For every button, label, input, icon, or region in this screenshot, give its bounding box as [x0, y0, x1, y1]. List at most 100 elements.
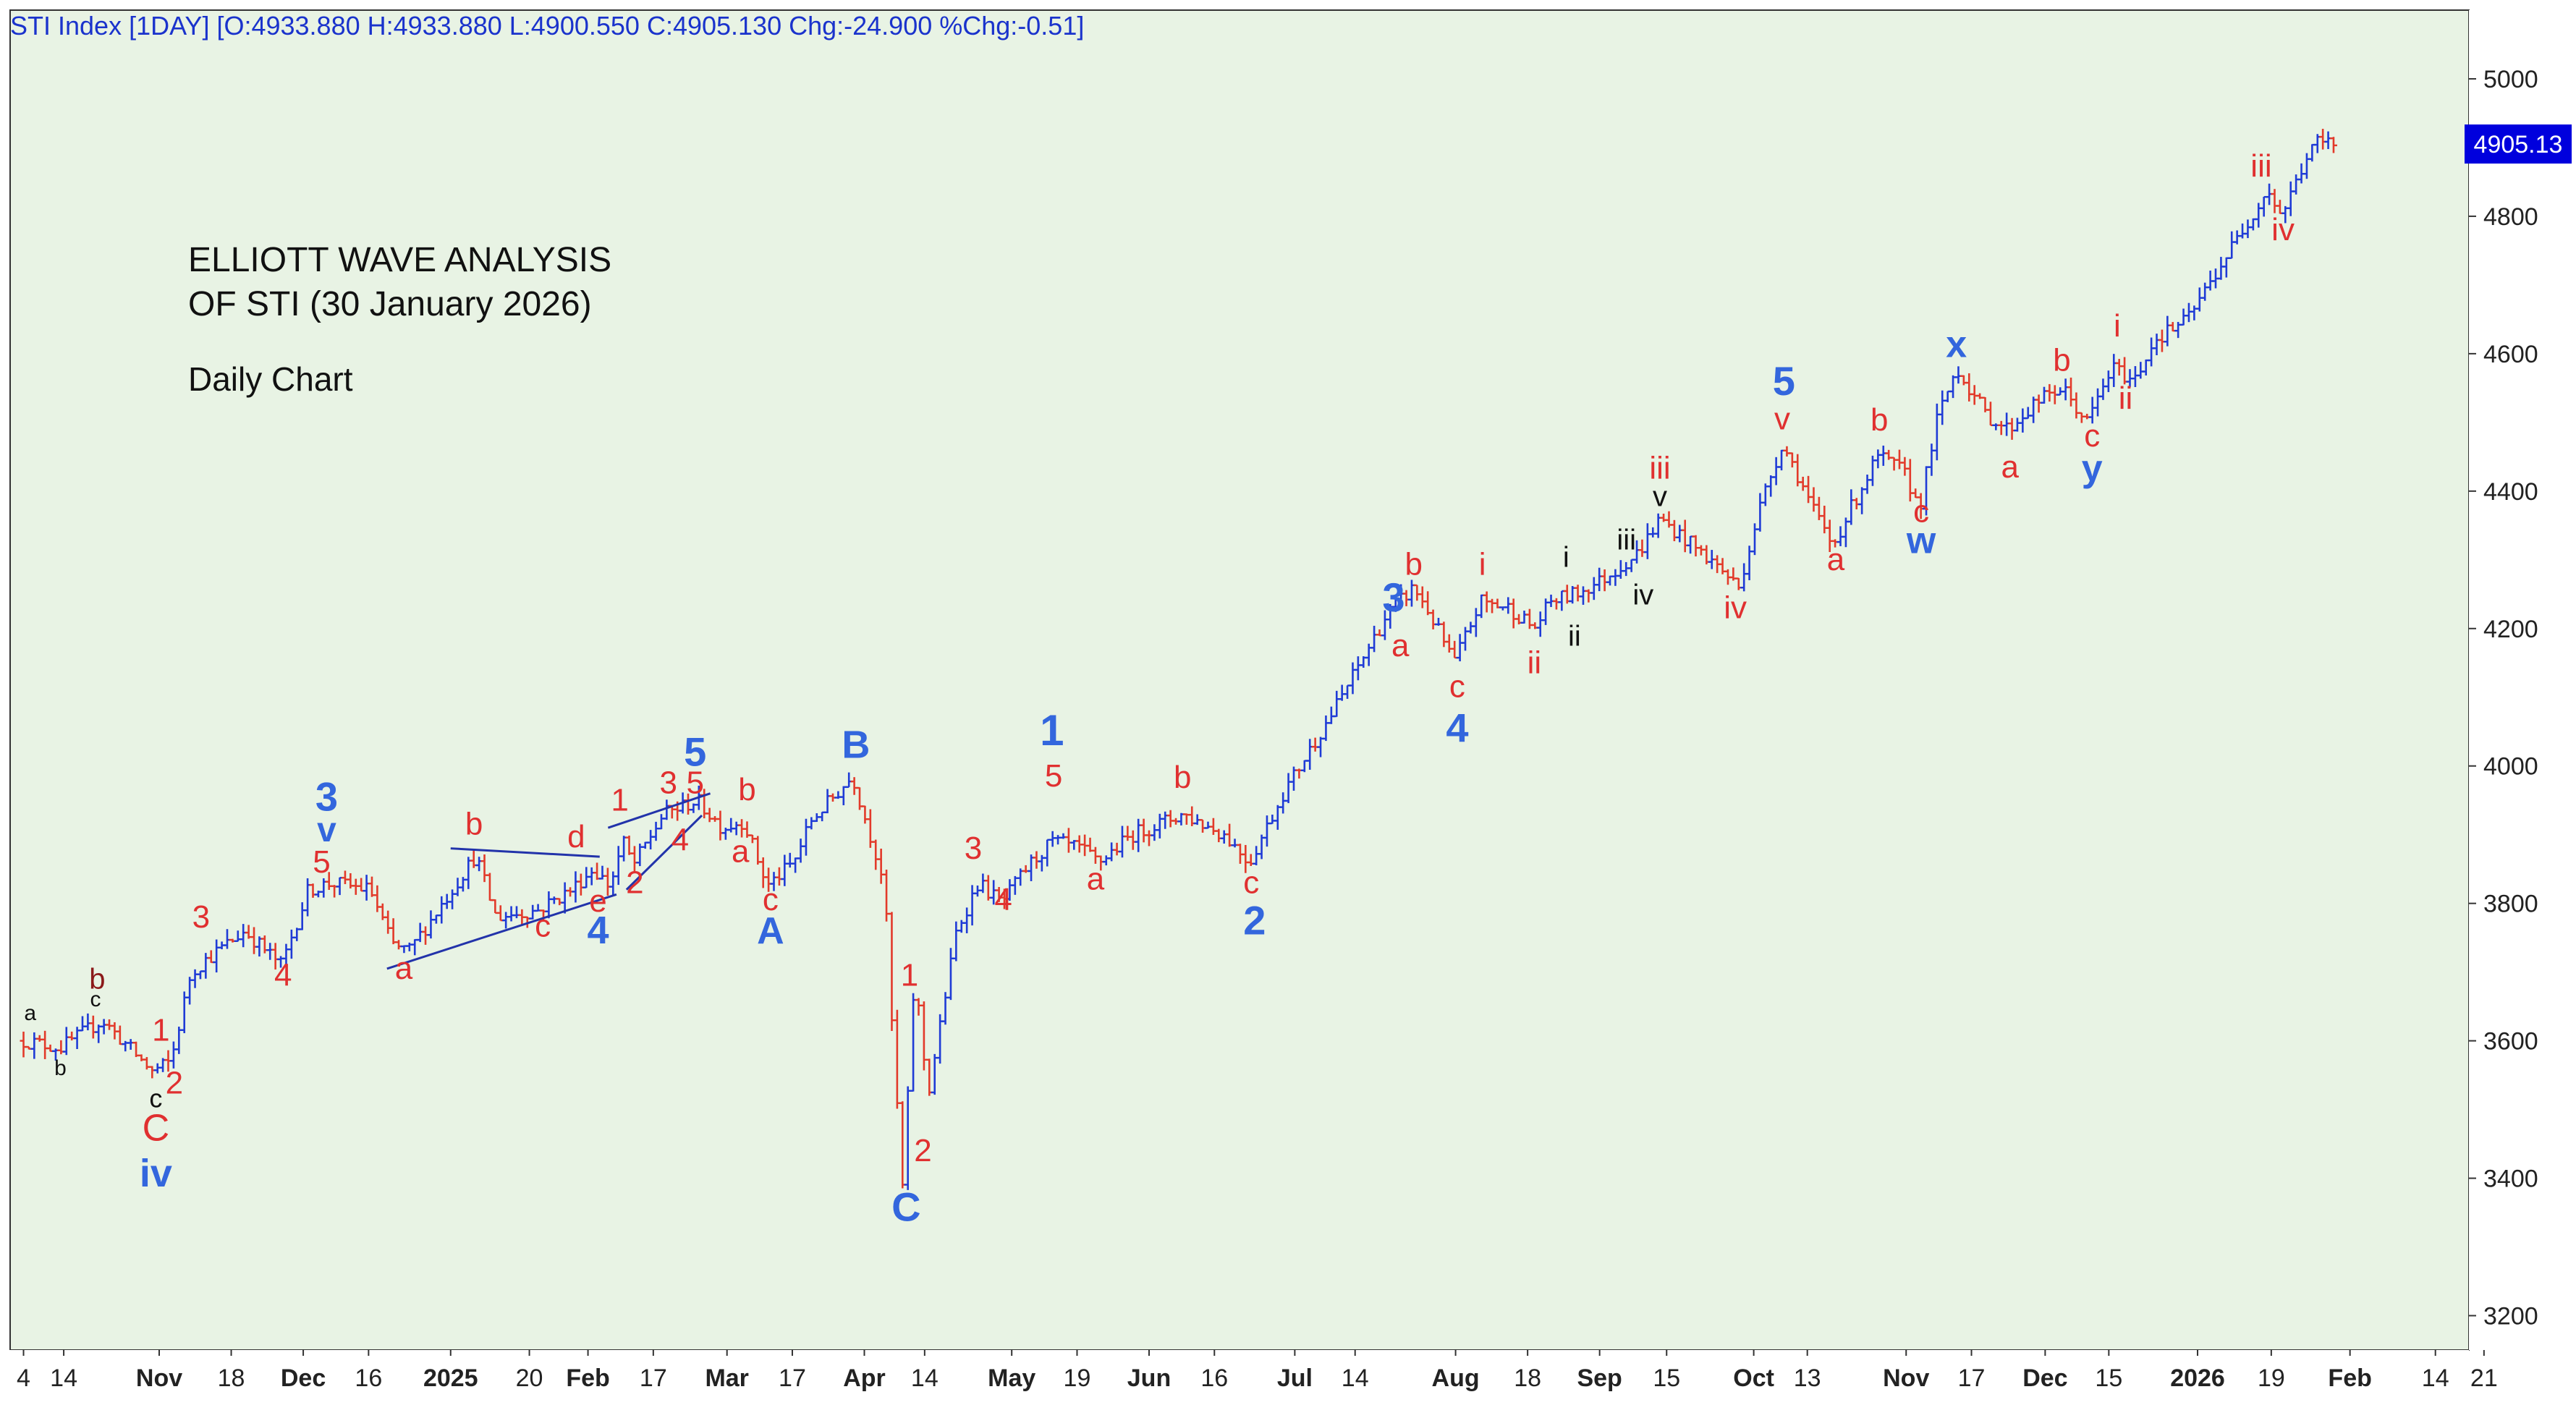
x-tick-label-34: 21 [2470, 1364, 2498, 1392]
trendline-3 [625, 815, 703, 891]
wave-label: 2 [914, 1133, 931, 1168]
x-tick-label-3: 18 [218, 1364, 245, 1392]
x-tick-label-16: Jun [1127, 1364, 1171, 1392]
time-axis-panel [0, 1350, 2469, 1405]
x-tick-label-7: 20 [516, 1364, 543, 1392]
x-tick-label-22: Sep [1577, 1364, 1622, 1392]
wave-label: iii [1617, 525, 1636, 556]
trendline-1 [386, 893, 617, 970]
wave-label: 1 [1040, 706, 1064, 755]
wave-label: v [1653, 481, 1667, 513]
wave-label: c [90, 988, 101, 1011]
x-tick-label-12: Apr [843, 1364, 886, 1392]
wave-label: c [535, 908, 551, 943]
wave-label: i [1479, 547, 1486, 582]
wave-label: ii [1568, 621, 1581, 653]
wave-label: b [2053, 343, 2070, 378]
wave-label: c [149, 1084, 162, 1113]
wave-label: iv [2271, 212, 2295, 247]
x-tick-label-13: 14 [911, 1364, 939, 1392]
wave-label: y [2082, 448, 2103, 490]
price-axis-ticks: 3200 3400 3600 3800 4000 4200 4400 4600 4800 5000 [2469, 66, 2538, 1330]
x-tick-label-31: 19 [2258, 1364, 2285, 1392]
wave-label: b [465, 807, 483, 842]
wave-label: i [1563, 541, 1569, 573]
x-tick-label-25: 13 [1794, 1364, 1821, 1392]
x-tick-label-11: 17 [779, 1364, 806, 1392]
plot-area[interactable] [9, 9, 2470, 1351]
wave-label: 1 [152, 1013, 169, 1048]
wave-label: 2 [626, 865, 643, 900]
wave-label: v [317, 811, 336, 849]
x-tick-label-6: 2025 [423, 1364, 478, 1392]
wave-label: 5 [684, 729, 706, 775]
wave-label: 5 [1045, 758, 1062, 794]
wave-label: c [1449, 669, 1465, 705]
x-tick-label-10: Mar [705, 1364, 748, 1392]
y-tick-label-9: 5000 [2483, 66, 2538, 93]
analysis-title-line-1: ELLIOTT WAVE ANALYSIS [188, 241, 611, 279]
time-axis-ticks: 4 14 Nov 18 Dec 16 2025 20 Feb 17 Mar 17 Apr 14 May 19 J… [17, 1350, 2498, 1392]
wave-label: c [1243, 865, 1259, 900]
wave-label: c [2084, 418, 2100, 454]
wave-label: B [842, 723, 870, 766]
wave-label: a [24, 1001, 36, 1025]
x-tick-label-5: 16 [355, 1364, 382, 1392]
wave-label: 5 [686, 765, 703, 801]
x-tick-label-26: Nov [1883, 1364, 1929, 1392]
wave-label: w [1906, 519, 1936, 561]
x-tick-label-4: Dec [281, 1364, 326, 1392]
wave-label: a [395, 951, 413, 986]
wave-label: a [1087, 862, 1105, 897]
wave-label: 4 [587, 909, 609, 952]
x-tick-label-32: Feb [2328, 1364, 2371, 1392]
y-tick-label-1: 3400 [2483, 1166, 2538, 1193]
wave-label: 1 [611, 782, 628, 818]
x-tick-label-8: Feb [566, 1364, 609, 1392]
wave-label: 1 [901, 958, 918, 993]
x-tick-label-30: 2026 [2170, 1364, 2225, 1392]
wave-label: b [1174, 760, 1191, 795]
wave-label: c [763, 882, 779, 917]
y-tick-label-5: 4200 [2483, 616, 2538, 643]
wave-label: a [1391, 628, 1410, 663]
x-tick-label-21: 18 [1514, 1364, 1541, 1392]
wave-label: ii [1528, 645, 1542, 681]
analysis-title-line-2: OF STI (30 January 2026) [188, 285, 592, 323]
last-price-badge [2465, 124, 2572, 164]
wave-label: a [2001, 449, 2020, 485]
wave-label: 4 [671, 823, 689, 858]
wave-label: b [89, 963, 105, 995]
wave-label: iv [140, 1152, 172, 1195]
x-tick-label-0: 4 [17, 1364, 30, 1392]
x-tick-label-17: 16 [1200, 1364, 1228, 1392]
x-tick-label-15: 19 [1064, 1364, 1091, 1392]
y-tick-label-3: 3800 [2483, 891, 2538, 918]
wave-label: iii [1649, 451, 1670, 486]
wave-label: e [589, 883, 606, 919]
x-tick-label-23: 15 [1653, 1364, 1680, 1392]
last-price-value: 4905.13 [2474, 131, 2563, 158]
ohlc-bar [2329, 137, 2337, 153]
wave-label: b [738, 772, 755, 807]
wave-label: 3 [192, 899, 210, 935]
wave-label: 4 [1446, 705, 1468, 750]
wave-label: A [757, 910, 784, 952]
trendline-0 [450, 847, 600, 858]
wave-label: 5 [1773, 358, 1795, 404]
y-tick-label-4: 4000 [2483, 753, 2538, 781]
x-tick-label-19: 14 [1342, 1364, 1369, 1392]
x-tick-label-29: 15 [2095, 1364, 2122, 1392]
wave-label: a [1827, 542, 1845, 577]
x-tick-label-27: 17 [1958, 1364, 1986, 1392]
wave-label: 2 [166, 1066, 183, 1101]
wave-label: 4 [994, 882, 1012, 917]
trendlines [386, 792, 711, 970]
wave-label: b [54, 1056, 67, 1080]
x-tick-label-20: Aug [1432, 1364, 1480, 1392]
wave-label: 2 [1243, 897, 1266, 943]
wave-label: a [732, 834, 750, 870]
